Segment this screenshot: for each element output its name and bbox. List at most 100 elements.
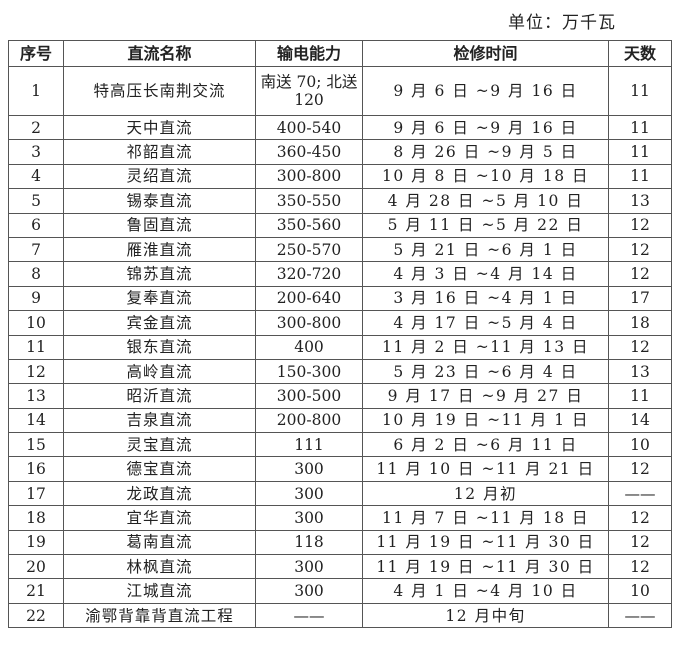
row-name: 灵绍直流 [63,163,256,190]
row-number: 4 [8,163,64,190]
row-name: 天中直流 [63,114,256,141]
row-name: 高岭直流 [63,358,256,385]
row-number: 20 [8,554,64,580]
table-row: 18 宜华直流 300 11 月 7 日 ~11 月 18 日 12 [8,505,672,531]
row-capacity: 360-450 [255,139,363,165]
row-number: 16 [8,456,64,482]
row-period: 12 月中旬 [362,602,609,629]
row-days: 14 [608,407,672,434]
row-name: 江城直流 [63,578,256,604]
header-no: 序号 [8,40,64,67]
table-row: 10 宾金直流 300-800 4 月 17 日 ~5 月 4 日 18 [8,310,672,336]
row-period: 8 月 26 日 ~9 月 5 日 [362,139,609,165]
row-name: 宜华直流 [63,505,256,531]
row-days: 11 [608,139,672,165]
row-days: 18 [608,310,672,336]
row-capacity: 300 [255,554,363,580]
table-row: 20 林枫直流 300 11 月 19 日 ~11 月 30 日 12 [8,554,672,580]
table-row: 4 灵绍直流 300-800 10 月 8 日 ~10 月 18 日 11 [8,163,672,190]
row-name: 德宝直流 [63,456,256,482]
row-number: 21 [8,578,64,604]
header-name: 直流名称 [63,40,256,67]
row-number: 8 [8,261,64,287]
row-days: 11 [608,66,672,116]
header-period: 检修时间 [362,40,609,67]
row-name: 吉泉直流 [63,407,256,434]
row-capacity: 320-720 [255,261,363,287]
row-days: 13 [608,358,672,385]
table-row: 3 祁韶直流 360-450 8 月 26 日 ~9 月 5 日 11 [8,139,672,165]
header-days: 天数 [608,40,672,67]
row-days: 12 [608,212,672,238]
table-row: 19 葛南直流 118 11 月 19 日 ~11 月 30 日 12 [8,529,672,556]
row-days: 10 [608,432,672,458]
row-days: —— [608,602,672,629]
row-period: 9 月 17 日 ~9 月 27 日 [362,383,609,409]
row-period: 11 月 10 日 ~11 月 21 日 [362,456,609,482]
row-number: 14 [8,407,64,434]
table-row: 13 昭沂直流 300-500 9 月 17 日 ~9 月 27 日 11 [8,383,672,409]
row-number: 13 [8,383,64,409]
row-number: 1 [8,66,64,116]
row-capacity: 150-300 [255,358,363,385]
row-days: —— [608,480,672,507]
table-row: 14 吉泉直流 200-800 10 月 19 日 ~11 月 1 日 14 [8,407,672,434]
row-days: 13 [608,188,672,214]
header-capacity: 输电能力 [255,40,363,67]
row-number: 3 [8,139,64,165]
row-name: 银东直流 [63,334,256,360]
table-row: 15 灵宝直流 111 6 月 2 日 ~6 月 11 日 10 [8,432,672,458]
row-period: 4 月 28 日 ~5 月 10 日 [362,188,609,214]
table-row: 12 高岭直流 150-300 5 月 23 日 ~6 月 4 日 13 [8,358,672,385]
row-name: 龙政直流 [63,480,256,507]
table-row: 5 锡泰直流 350-550 4 月 28 日 ~5 月 10 日 13 [8,188,672,214]
row-capacity: 200-800 [255,407,363,434]
row-period: 9 月 6 日 ~9 月 16 日 [362,114,609,141]
row-period: 4 月 1 日 ~4 月 10 日 [362,578,609,604]
row-capacity: 300 [255,505,363,531]
row-capacity: 111 [255,432,363,458]
row-name: 渝鄂背靠背直流工程 [63,602,256,629]
row-period: 11 月 19 日 ~11 月 30 日 [362,554,609,580]
row-period: 4 月 17 日 ~5 月 4 日 [362,310,609,336]
row-capacity: 300-800 [255,163,363,190]
row-period: 6 月 2 日 ~6 月 11 日 [362,432,609,458]
row-days: 12 [608,334,672,360]
row-capacity: 300 [255,456,363,482]
row-period: 5 月 11 日 ~5 月 22 日 [362,212,609,238]
row-name: 祁韶直流 [63,139,256,165]
row-number: 12 [8,358,64,385]
row-number: 18 [8,505,64,531]
row-number: 17 [8,480,64,507]
row-name: 林枫直流 [63,554,256,580]
table-row: 8 锦苏直流 320-720 4 月 3 日 ~4 月 14 日 12 [8,261,672,287]
row-number: 2 [8,114,64,141]
row-name: 宾金直流 [63,310,256,336]
row-name: 特高压长南荆交流 [63,66,256,116]
row-number: 10 [8,310,64,336]
row-period: 11 月 2 日 ~11 月 13 日 [362,334,609,360]
row-number: 7 [8,236,64,263]
row-number: 22 [8,602,64,629]
row-capacity: 300 [255,480,363,507]
header-row: 序号 直流名称 输电能力 检修时间 天数 [8,40,672,67]
row-capacity: 400 [255,334,363,360]
table-row: 17 龙政直流 300 12 月初 —— [8,480,672,507]
row-capacity: 200-640 [255,285,363,312]
table-row: 7 雁淮直流 250-570 5 月 21 日 ~6 月 1 日 12 [8,236,672,263]
row-name: 锡泰直流 [63,188,256,214]
table-row: 9 复奉直流 200-640 3 月 16 日 ~4 月 1 日 17 [8,285,672,312]
row-period: 4 月 3 日 ~4 月 14 日 [362,261,609,287]
row-period: 11 月 7 日 ~11 月 18 日 [362,505,609,531]
table-row: 2 天中直流 400-540 9 月 6 日 ~9 月 16 日 11 [8,114,672,141]
row-capacity: 118 [255,529,363,556]
row-number: 15 [8,432,64,458]
row-capacity: 300-800 [255,310,363,336]
row-days: 12 [608,236,672,263]
row-capacity: 250-570 [255,236,363,263]
row-capacity: 350-550 [255,188,363,214]
row-number: 5 [8,188,64,214]
table-row: 22 渝鄂背靠背直流工程 —— 12 月中旬 —— [8,602,672,629]
row-period: 10 月 19 日 ~11 月 1 日 [362,407,609,434]
row-capacity: 南送 70; 北送 120 [255,66,363,116]
